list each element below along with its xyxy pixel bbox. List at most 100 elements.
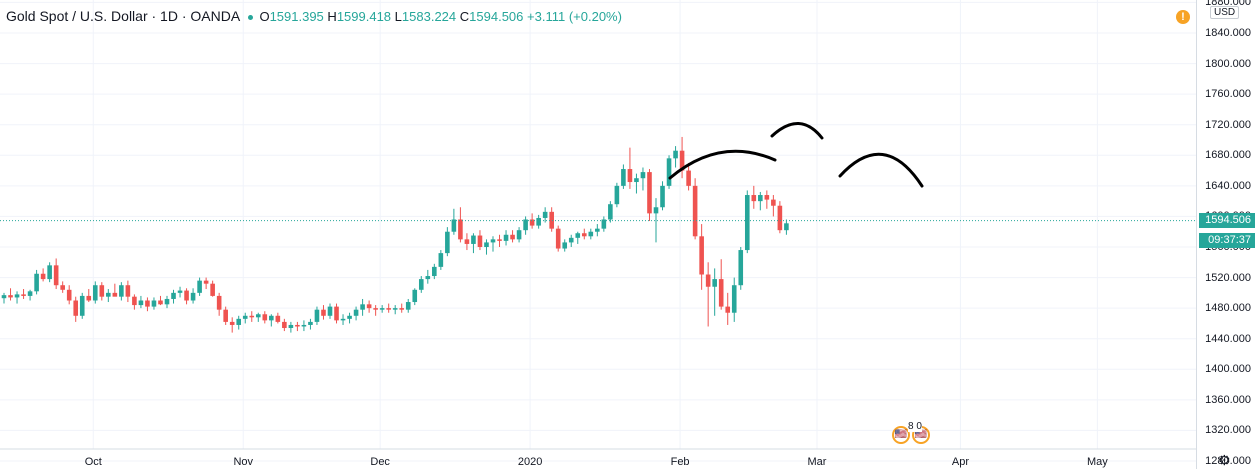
candle-body (673, 150, 678, 159)
candle-body (438, 253, 444, 267)
candle (92, 281, 98, 304)
candle (151, 297, 157, 310)
candle (145, 297, 150, 312)
candle (621, 164, 626, 189)
candle-body (653, 207, 659, 214)
candle-body (477, 235, 483, 247)
candle (464, 233, 470, 251)
candle-body (686, 170, 691, 186)
candle-body (503, 234, 509, 241)
candle-body (190, 292, 196, 301)
candle (418, 276, 424, 293)
candle-body (379, 308, 385, 310)
candle-body (744, 195, 750, 251)
candle-body (516, 230, 522, 240)
candle-body (731, 285, 737, 313)
warning-icon[interactable]: ! (1176, 10, 1190, 24)
candle-body (405, 302, 411, 310)
candle (40, 268, 46, 282)
candle (523, 216, 528, 235)
gear-icon[interactable]: ⚙ (1218, 452, 1231, 468)
candle (112, 283, 118, 297)
candle (575, 231, 581, 244)
candle (53, 258, 59, 290)
price-tick-label: 1720.000 (1205, 118, 1251, 131)
candle-body (490, 239, 496, 243)
candle-body (132, 296, 137, 306)
candle-body (523, 219, 528, 231)
candle-body (164, 298, 170, 305)
candle (438, 250, 444, 270)
candle (1, 292, 7, 304)
candle (249, 311, 255, 322)
price-tick-label: 1800.000 (1205, 57, 1251, 70)
candle (497, 234, 502, 247)
candle (614, 182, 620, 208)
candle (758, 191, 763, 211)
candle-body (660, 185, 665, 208)
candle (366, 300, 372, 313)
price-tick-label: 1760.000 (1205, 88, 1251, 101)
candle (451, 208, 457, 235)
candle (314, 306, 320, 325)
candle-body (666, 158, 672, 186)
candle-body (614, 185, 620, 205)
candle (321, 305, 326, 320)
candle-body (275, 315, 281, 322)
candle (692, 178, 698, 240)
currency-button[interactable]: USD (1210, 6, 1240, 19)
candle (236, 315, 242, 330)
candle (712, 268, 717, 316)
candle-body (236, 318, 242, 325)
candle-body (360, 304, 365, 310)
symbol-title[interactable]: Gold Spot / U.S. Dollar · 1D · OANDA (6, 8, 241, 24)
candle-body (634, 178, 639, 183)
candle-body (738, 250, 744, 286)
candle (412, 288, 418, 306)
open-value: 1591.395 (269, 9, 324, 24)
candle (581, 228, 587, 240)
candle-body (347, 315, 352, 319)
candle-body (327, 306, 333, 316)
candle (529, 213, 535, 229)
candle (425, 269, 431, 284)
candle-body (647, 172, 652, 214)
candle (184, 288, 189, 305)
time-axis: OctNovDec2020FebMarAprMayJun (0, 448, 1250, 468)
candle-body (458, 219, 463, 240)
candle-body (705, 274, 711, 287)
economic-events-marker[interactable]: 🇺🇸 🇺🇸 8 0 (892, 421, 936, 444)
current-price-label: 1594.506 (1199, 212, 1255, 228)
candle (73, 296, 79, 322)
candle-body (119, 285, 124, 297)
candle-body (699, 236, 704, 275)
candle-body (73, 300, 79, 316)
candle (640, 167, 646, 191)
price-scale[interactable]: 1280.000 1320.000 1360.000 1400.000 1440.000… (1196, 0, 1255, 469)
price-tick-label: 1480.000 (1205, 302, 1251, 315)
candle (666, 155, 672, 189)
candle (301, 320, 307, 332)
candle (379, 305, 385, 313)
candle-body (392, 308, 398, 310)
candle-body (99, 285, 105, 297)
candle (34, 269, 39, 295)
candle (751, 185, 757, 209)
price-tick-label: 1680.000 (1205, 149, 1251, 162)
candle-body (60, 285, 65, 290)
candle (347, 312, 352, 324)
candle-body (249, 315, 255, 318)
candle (216, 292, 222, 316)
candle-body (549, 211, 554, 229)
candle (484, 239, 489, 255)
candle-body (145, 300, 150, 307)
candle-body (177, 290, 183, 293)
candle (627, 147, 633, 189)
time-tick-label: Mar (808, 456, 827, 468)
candle-body (418, 279, 424, 290)
candle-body (229, 321, 235, 325)
candle (334, 303, 339, 324)
us-flag-icon[interactable]: 🇺🇸 (892, 426, 910, 444)
